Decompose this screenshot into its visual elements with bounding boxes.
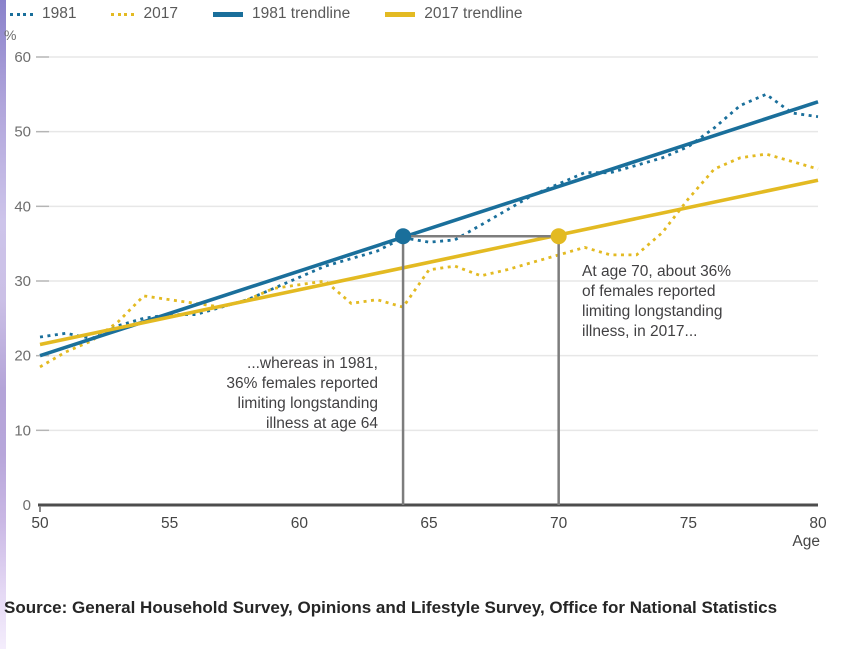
y-tick-label: 60 xyxy=(14,49,31,66)
legend-label-2017-trendline: 2017 trendline xyxy=(424,5,523,22)
line-chart: 0 10 20 30 40 50 60 50 55 60 65 70 75 80 xyxy=(14,49,827,532)
legend-label-1981-trendline: 1981 trendline xyxy=(251,5,351,22)
series-2017 xyxy=(39,152,819,369)
x-tick-label: 80 xyxy=(809,515,827,532)
x-tick-label: 75 xyxy=(680,515,697,532)
x-tick-label: 50 xyxy=(31,515,49,532)
x-tick-label: 60 xyxy=(291,515,309,532)
x-tick-label: 65 xyxy=(420,515,437,532)
y-tick-label: 0 xyxy=(23,497,31,514)
legend-label-2017: 2017 xyxy=(143,5,178,22)
legend-item-1981: 1981 xyxy=(10,5,76,23)
legend-item-2017: 2017 xyxy=(111,5,178,23)
legend-item-2017-trendline: 2017 trendline xyxy=(385,5,522,23)
legend-label-1981: 1981 xyxy=(42,5,77,22)
chart-legend: 1981 2017 1981 trendline 2017 trendline xyxy=(10,5,522,23)
source-note: Source: General Household Survey, Opinio… xyxy=(4,598,778,617)
x-axis-label: Age xyxy=(792,533,820,550)
marker-dot-age-64 xyxy=(395,228,412,245)
y-tick-label: 40 xyxy=(14,198,31,215)
legend-swatch-1981-trendline xyxy=(212,11,243,17)
y-tick-label: 30 xyxy=(14,273,31,290)
series-2017-trendline xyxy=(39,178,819,347)
marker-dot-age-70 xyxy=(550,228,567,245)
legend-swatch-1981-dotted xyxy=(10,12,33,16)
legend-swatch-2017-dotted xyxy=(111,12,135,16)
legend-item-1981-trendline: 1981 trendline xyxy=(212,5,351,23)
legend-swatch-2017-trendline xyxy=(385,11,416,17)
y-tick-label: 10 xyxy=(14,422,31,439)
y-tick-label: 20 xyxy=(14,348,31,365)
x-tick-label: 70 xyxy=(550,515,568,532)
y-tick-label: 50 xyxy=(14,124,31,141)
left-edge-gradient xyxy=(0,0,6,649)
x-tick-label: 55 xyxy=(161,515,178,532)
y-axis-unit-label: % xyxy=(4,27,17,43)
series-1981-trendline xyxy=(39,100,819,358)
